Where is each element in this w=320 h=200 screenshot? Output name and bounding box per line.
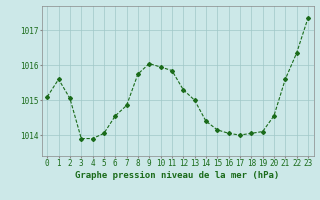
X-axis label: Graphe pression niveau de la mer (hPa): Graphe pression niveau de la mer (hPa)	[76, 171, 280, 180]
